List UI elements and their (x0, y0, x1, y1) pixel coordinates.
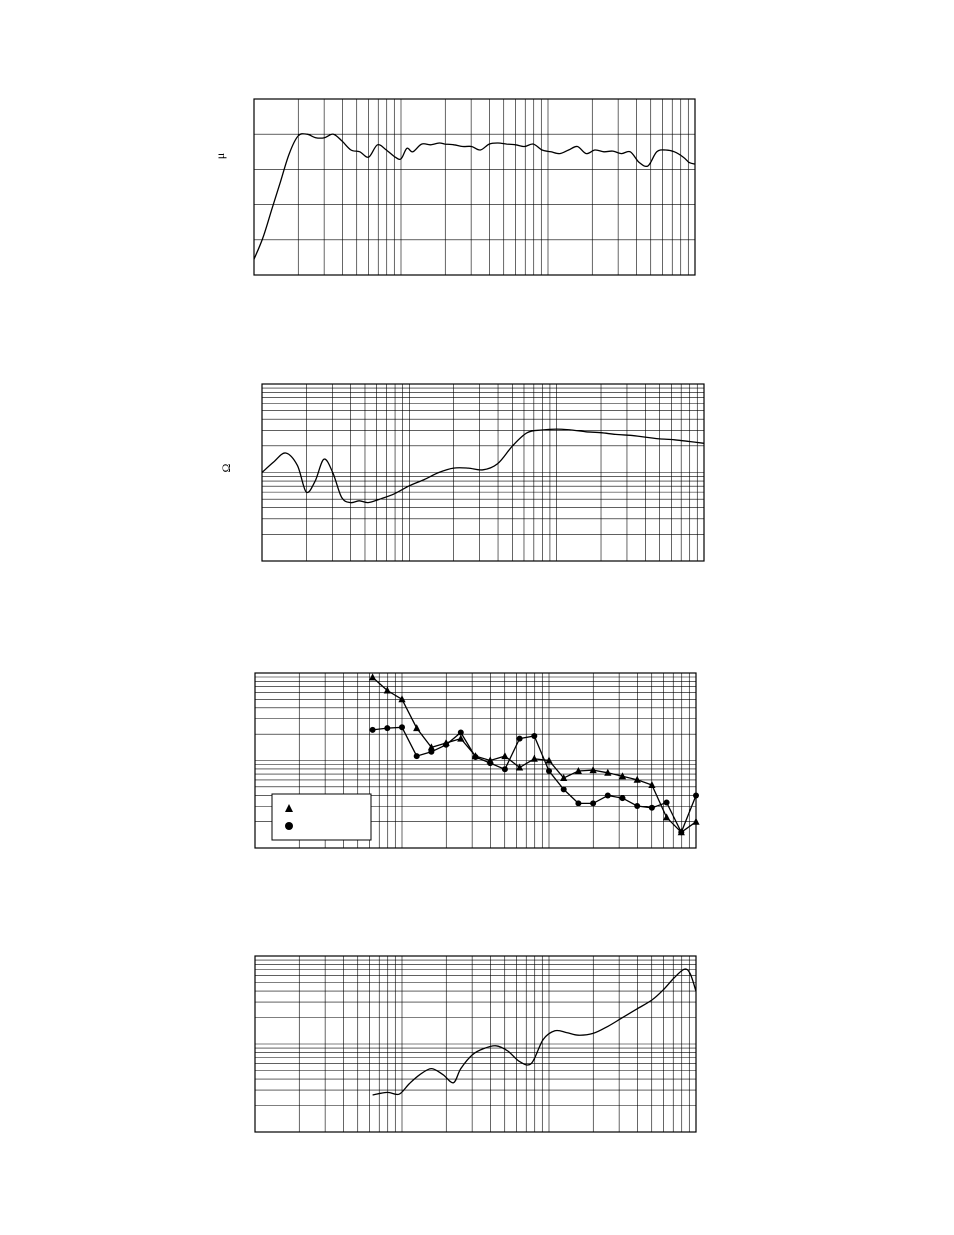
chart-two-series (254, 672, 700, 849)
circle-marker (399, 724, 405, 731)
circle-marker (443, 741, 450, 748)
triangle-marker (604, 768, 612, 776)
plot-frame (253, 98, 696, 276)
triangle-marker (383, 686, 391, 694)
triangle-marker (427, 743, 435, 751)
triangle-marker (648, 781, 656, 788)
triangle-marker (501, 752, 509, 760)
triangle-marker (618, 772, 627, 780)
series-line-0 (261, 428, 705, 504)
chart-permeability: μ (213, 98, 696, 276)
circle-marker (369, 726, 376, 733)
legend-circle-marker (285, 822, 293, 830)
chart-series (253, 133, 696, 260)
triangle-marker (457, 734, 465, 742)
plot-frame (254, 672, 697, 849)
circle-marker (428, 748, 435, 755)
chart-series (369, 673, 700, 836)
circle-marker (575, 800, 582, 807)
triangle-marker (633, 775, 641, 783)
triangle-marker (398, 695, 406, 703)
circle-marker (678, 829, 685, 836)
triangle-marker (516, 763, 524, 771)
circle-marker (457, 729, 464, 736)
triangle-marker (560, 774, 568, 781)
circle-marker (487, 760, 494, 767)
circle-marker (501, 766, 508, 773)
chart-series (261, 428, 705, 504)
chart-grid (254, 99, 695, 275)
circle-marker (546, 768, 552, 774)
legend (271, 793, 372, 841)
circle-marker (384, 725, 391, 732)
plot-frame (261, 383, 705, 562)
series-line-0 (372, 968, 697, 1096)
y-axis-label: μ (213, 153, 227, 159)
legend-box (271, 793, 372, 841)
chart-single-rising (254, 955, 697, 1133)
circle-marker (560, 786, 567, 793)
legend-triangle-marker (285, 804, 293, 812)
triangle-marker (369, 673, 377, 681)
plot-frame (254, 955, 697, 1133)
circle-marker (516, 735, 523, 742)
chart-impedance: Ω (219, 383, 705, 562)
circle-marker (413, 753, 420, 760)
triangle-marker (530, 754, 538, 762)
circle-marker (634, 803, 641, 809)
triangle-marker (589, 766, 597, 774)
circle-marker (590, 800, 597, 807)
circle-marker (531, 733, 538, 739)
circle-marker (472, 754, 479, 760)
circle-marker (604, 792, 611, 799)
circle-marker (648, 804, 655, 811)
circle-marker (619, 795, 626, 802)
series-line-0 (253, 133, 696, 260)
triangle-marker (413, 724, 421, 732)
triangle-marker (574, 767, 582, 774)
y-axis-label: Ω (219, 463, 233, 472)
chart-grid (255, 956, 696, 1132)
chart-grid (262, 384, 704, 561)
triangle-marker (545, 756, 553, 764)
chart-series (372, 968, 697, 1096)
circle-marker (663, 799, 670, 806)
triangle-marker (663, 813, 671, 821)
